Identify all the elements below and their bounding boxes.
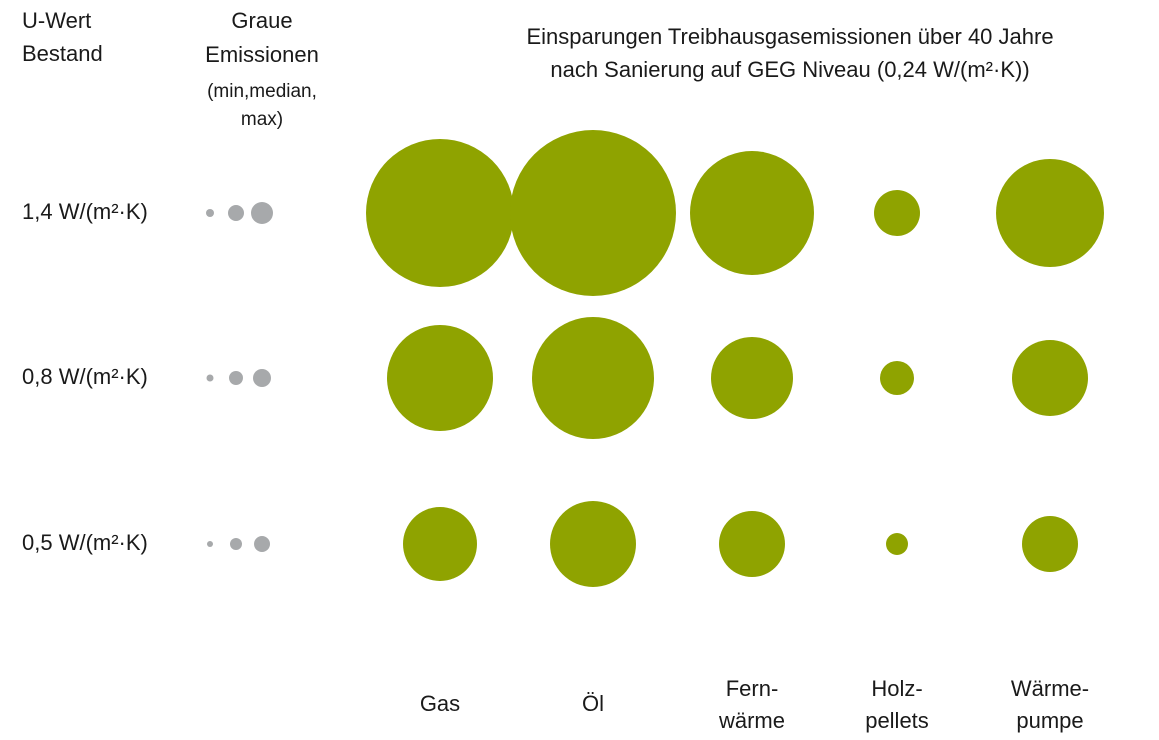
grey-subheader: (min,median,: [207, 81, 317, 102]
row-header: U-Wert: [22, 8, 91, 33]
category-label: wärme: [718, 708, 785, 733]
row-label: 0,8 W/(m²·K): [22, 364, 148, 389]
grey-bubble: [230, 538, 242, 550]
grey-subheader: max): [241, 109, 283, 130]
chart-title: nach Sanierung auf GEG Niveau (0,24 W/(m…: [550, 57, 1029, 82]
bubble: [403, 507, 477, 581]
bubble: [711, 337, 793, 419]
grey-bubble: [206, 209, 214, 217]
bubble: [690, 151, 814, 275]
category-label: Wärme-: [1011, 676, 1089, 701]
grey-header: Graue: [231, 8, 292, 33]
bubble: [1022, 516, 1078, 572]
bubble: [1012, 340, 1088, 416]
row-header: Bestand: [22, 41, 103, 66]
grey-bubble: [228, 205, 244, 221]
grey-bubble: [229, 371, 243, 385]
grey-bubble: [206, 374, 214, 382]
grey-bubble: [207, 541, 213, 547]
category-label: pellets: [865, 708, 929, 733]
bubble: [886, 533, 908, 555]
grey-header: Emissionen: [205, 42, 319, 67]
bubble: [532, 317, 654, 439]
bubble: [996, 159, 1104, 267]
bubble: [874, 190, 920, 236]
bubble: [387, 325, 493, 431]
bubble: [550, 501, 636, 587]
row-label: 1,4 W/(m²·K): [22, 199, 148, 224]
category-label: Gas: [420, 691, 460, 716]
category-label: Öl: [582, 691, 604, 716]
row-label: 0,5 W/(m²·K): [22, 530, 148, 555]
bubble: [880, 361, 914, 395]
grey-bubble: [251, 202, 273, 224]
bubble: [510, 130, 676, 296]
category-label: Holz-: [871, 676, 922, 701]
category-label: pumpe: [1016, 708, 1083, 733]
grey-bubble: [254, 536, 270, 552]
bubble: [719, 511, 785, 577]
bubble: [366, 139, 514, 287]
chart-title: Einsparungen Treibhausgasemissionen über…: [526, 24, 1053, 49]
grey-bubble: [253, 369, 271, 387]
category-label: Fern-: [726, 676, 779, 701]
